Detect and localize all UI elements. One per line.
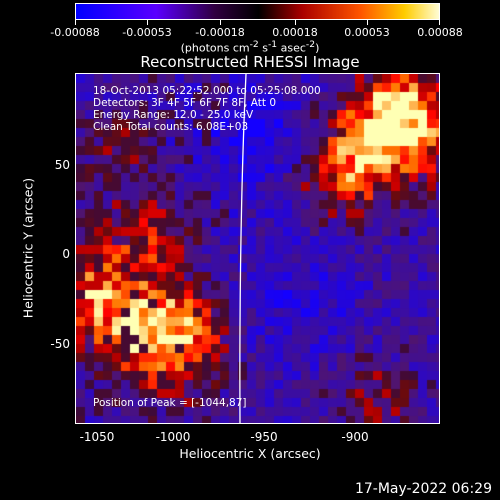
x-axis-label: Heliocentric X (arcsec) xyxy=(179,446,321,461)
y-tick-label: 0 xyxy=(62,247,70,261)
colorbar-tick-label: -0.00053 xyxy=(122,26,172,39)
colorbar-tick-label: -0.00018 xyxy=(195,26,245,39)
y-tick-label: -50 xyxy=(50,337,70,351)
colorbar-tick-label: 0.00018 xyxy=(272,26,318,39)
peak-position-label: Position of Peak = [-1044,87] xyxy=(93,397,247,409)
colorbar-tick xyxy=(75,20,76,25)
x-tick-label: -950 xyxy=(250,430,278,444)
limb-line xyxy=(239,74,247,423)
info-line: 18-Oct-2013 05:22:52.000 to 05:25:08.000 xyxy=(93,85,321,97)
solar-limb xyxy=(239,74,247,423)
colorbar-tick-label: -0.00088 xyxy=(50,26,100,39)
colorbar-tick xyxy=(367,20,368,25)
x-tick-label: -1000 xyxy=(155,430,191,444)
timestamp: 17-May-2022 06:29 xyxy=(354,481,492,497)
colorbar-ticks xyxy=(75,20,440,26)
info-line: Clean Total counts: 6.08E+03 xyxy=(93,121,249,133)
colorbar-tick xyxy=(147,20,148,25)
x-tick-label: -900 xyxy=(341,430,369,444)
rhessi-image xyxy=(76,74,439,423)
plot-area xyxy=(75,73,440,424)
y-tick-label: 50 xyxy=(54,158,70,172)
colorbar xyxy=(75,3,440,20)
colorbar-tick-label: 0.00088 xyxy=(417,26,463,39)
info-line: Detectors: 3F 4F 5F 6F 7F 8F, Att 0 xyxy=(93,97,277,109)
colorbar-tick xyxy=(220,20,221,25)
x-tick-label: -1050 xyxy=(79,430,115,444)
colorbar-tick-label: 0.00053 xyxy=(344,26,390,39)
plot-title: Reconstructed RHESSI Image xyxy=(140,53,360,71)
colorbar-units: (photons cm-2 s-1 asec-2) xyxy=(180,39,320,55)
colorbar-tick xyxy=(295,20,296,25)
colorbar-tick xyxy=(439,20,440,25)
info-line: Energy Range: 12.0 - 25.0 keV xyxy=(93,109,254,121)
